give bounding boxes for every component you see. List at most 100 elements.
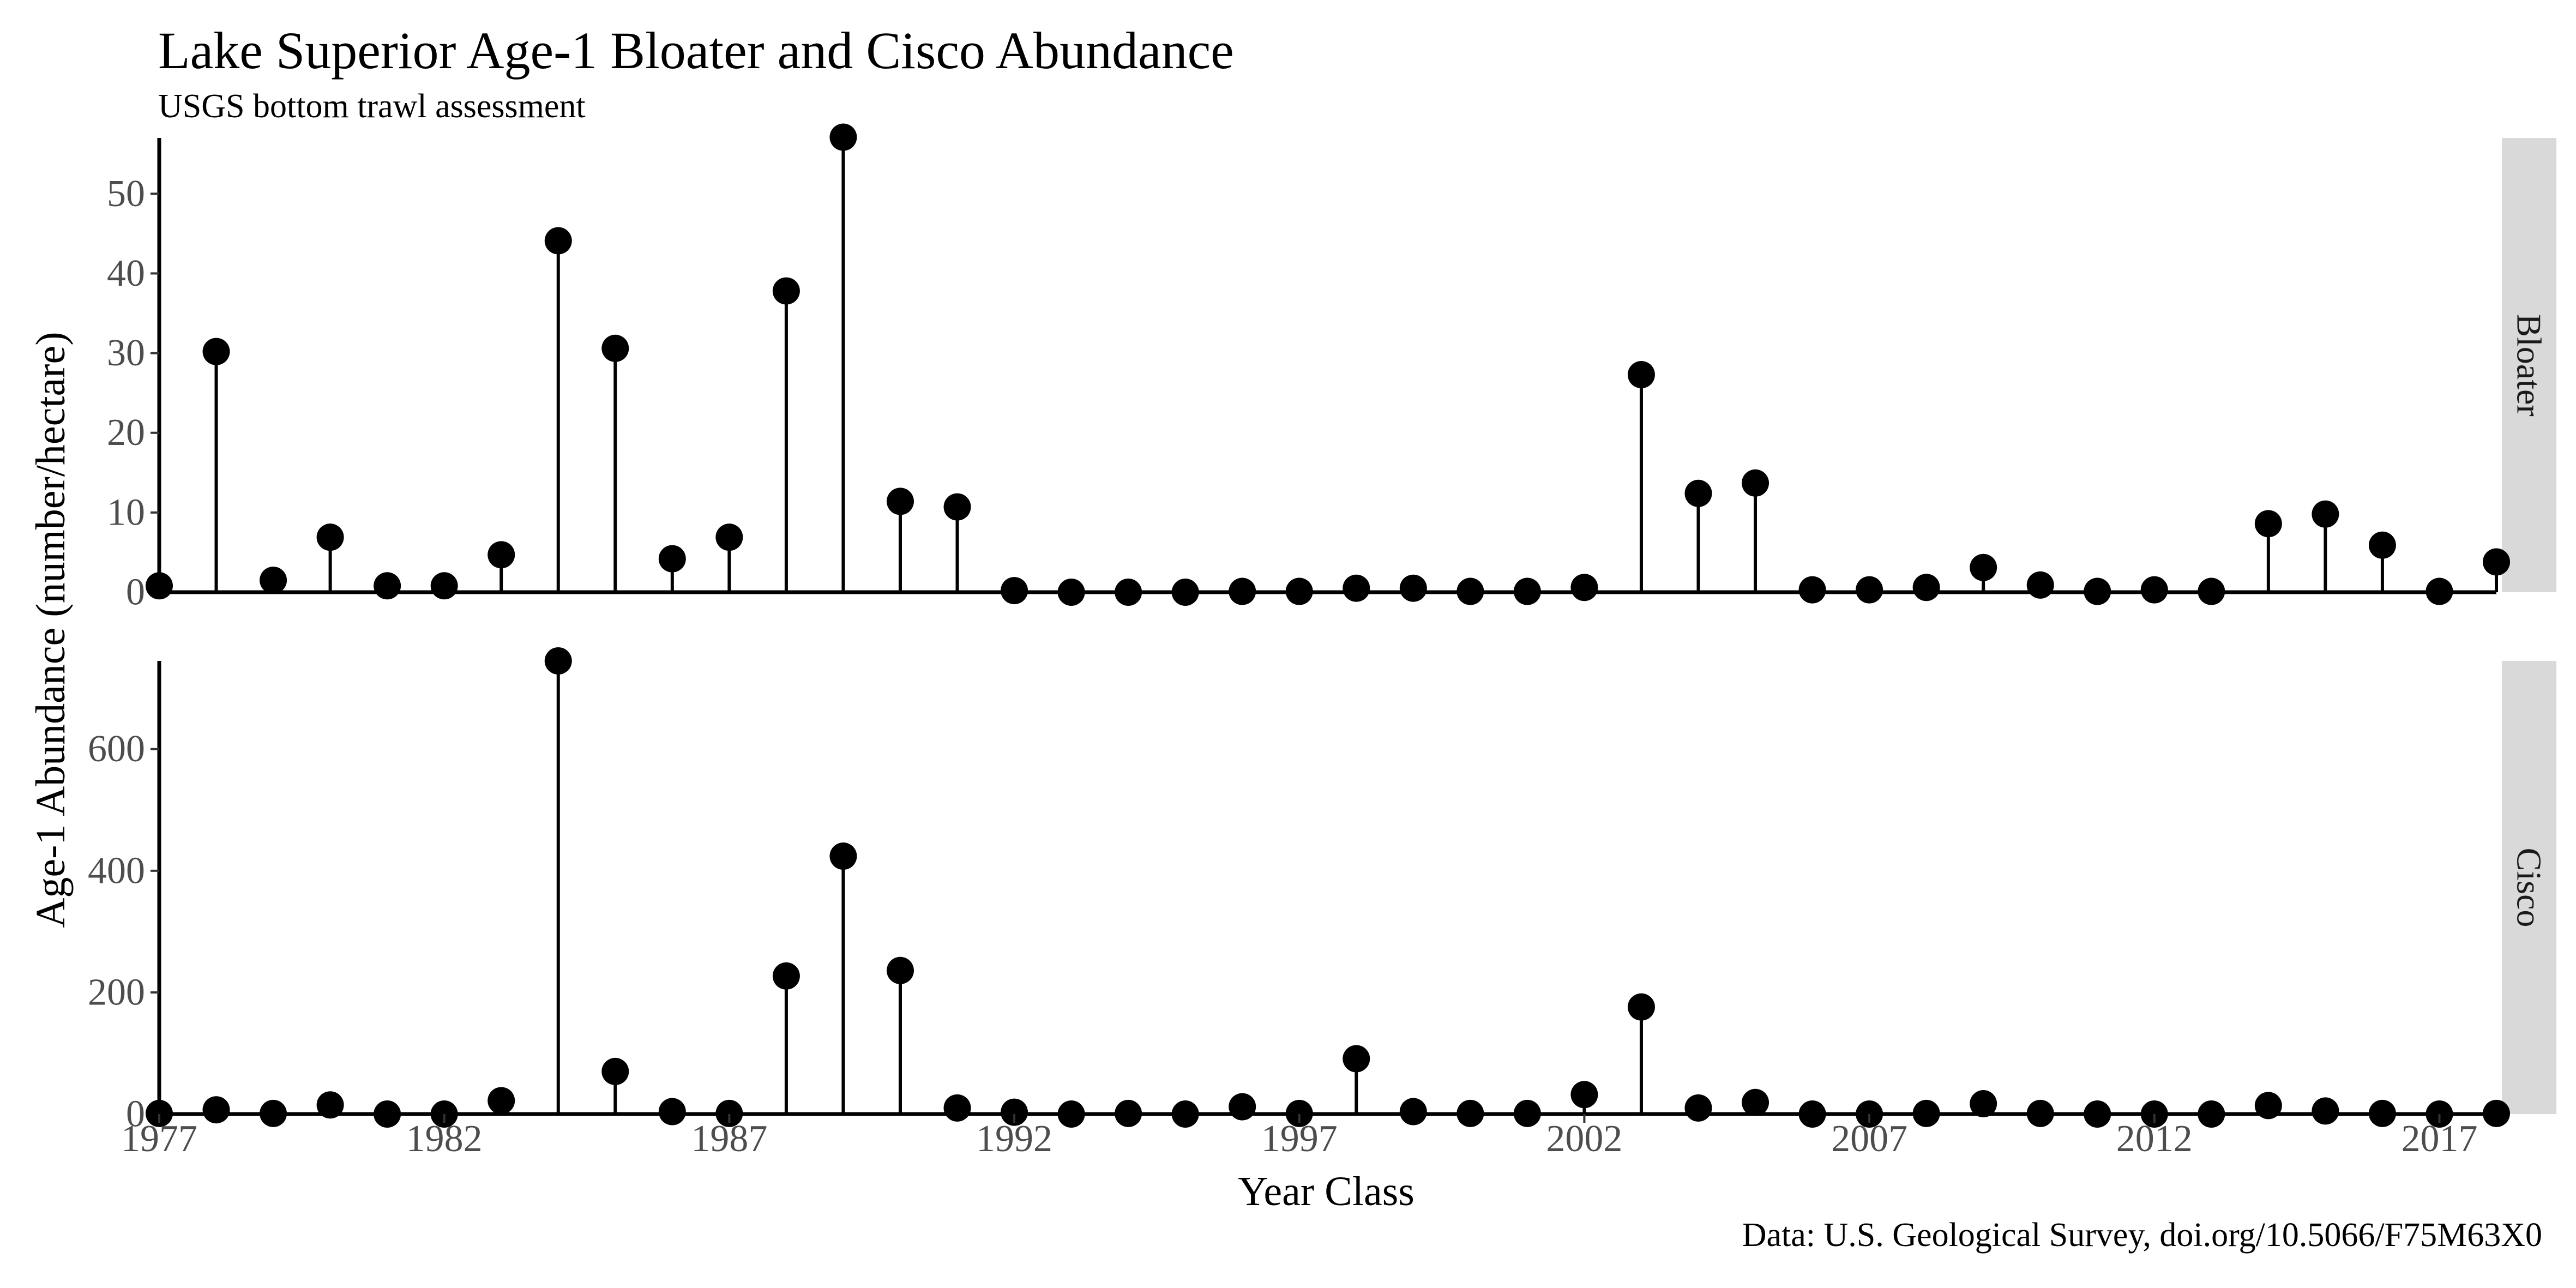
bloater-point xyxy=(1684,479,1712,507)
cisco-point xyxy=(544,647,572,675)
bloater-point xyxy=(2368,531,2396,559)
bloater-point xyxy=(1742,469,1770,497)
cisco-point xyxy=(260,1099,287,1127)
bloater-point xyxy=(260,567,287,594)
cisco-y-tick-label: 0 xyxy=(126,1093,145,1135)
x-axis-title: Year Class xyxy=(1238,1169,1415,1214)
cisco-point xyxy=(829,842,857,870)
chart-title: Lake Superior Age-1 Bloater and Cisco Ab… xyxy=(158,21,1234,80)
x-tick-label: 1992 xyxy=(976,1118,1052,1160)
cisco-point xyxy=(1285,1099,1313,1127)
bloater-point xyxy=(2026,571,2054,599)
cisco-point xyxy=(2026,1099,2054,1127)
bloater-point xyxy=(886,487,914,515)
bloater-point xyxy=(1115,579,1142,606)
cisco-point xyxy=(1912,1099,1940,1127)
cisco-point xyxy=(2483,1099,2510,1127)
chart-caption: Data: U.S. Geological Survey, doi.org/10… xyxy=(1742,1217,2542,1254)
bloater-point xyxy=(316,523,344,551)
cisco-y-tick-label: 600 xyxy=(88,728,145,770)
cisco-strip-label: Cisco xyxy=(2510,848,2549,928)
cisco-point xyxy=(2084,1100,2111,1128)
cisco-point xyxy=(2254,1092,2282,1120)
cisco-panel: Cisco 0 200 400 600 1977 1982 1987 1992 1997 2002 2… xyxy=(88,647,2556,1160)
cisco-point xyxy=(146,1099,173,1127)
cisco-point xyxy=(1570,1081,1598,1109)
bloater-point xyxy=(487,541,515,569)
x-tick-label: 2012 xyxy=(2116,1118,2193,1160)
bloater-y-tick-label: 10 xyxy=(107,491,145,533)
bloater-y-tick-label: 0 xyxy=(126,571,145,613)
bloater-point xyxy=(1399,574,1427,602)
bloater-point xyxy=(2198,577,2225,605)
chart-subtitle: USGS bottom trawl assessment xyxy=(158,88,586,125)
cisco-point xyxy=(1171,1100,1199,1128)
bloater-point xyxy=(715,523,743,551)
bloater-y-tick-label: 50 xyxy=(107,173,145,215)
bloater-point xyxy=(1627,361,1655,389)
cisco-y-tick-label: 400 xyxy=(88,850,145,892)
bloater-point xyxy=(2084,577,2111,605)
cisco-point xyxy=(1513,1099,1541,1127)
cisco-point xyxy=(2312,1097,2339,1125)
bloater-point xyxy=(829,123,857,151)
cisco-strip xyxy=(2502,661,2556,1114)
x-tick-label: 1987 xyxy=(691,1118,767,1160)
x-tick-label: 2007 xyxy=(1831,1118,1907,1160)
cisco-point xyxy=(1057,1100,1085,1128)
cisco-point xyxy=(1684,1094,1712,1122)
bloater-point xyxy=(2425,577,2453,605)
bloater-point xyxy=(1057,579,1085,606)
bloater-y-tick-label: 40 xyxy=(107,252,145,294)
bloater-point xyxy=(601,334,629,362)
bloater-y-tick-label: 20 xyxy=(107,412,145,454)
x-tick-label: 1982 xyxy=(406,1118,483,1160)
cisco-point xyxy=(1115,1099,1142,1127)
cisco-point xyxy=(316,1091,344,1119)
cisco-point xyxy=(658,1098,686,1126)
cisco-point xyxy=(1742,1088,1770,1116)
bloater-y-tick-label: 30 xyxy=(107,332,145,374)
cisco-point xyxy=(943,1094,971,1122)
cisco-point xyxy=(601,1057,629,1085)
bloater-point xyxy=(943,493,971,521)
cisco-point xyxy=(202,1096,230,1124)
x-tick-label: 2002 xyxy=(1546,1118,1622,1160)
cisco-y-tick-label: 200 xyxy=(88,971,145,1013)
bloater-point xyxy=(2483,548,2510,576)
bloater-strip xyxy=(2502,138,2556,592)
cisco-point xyxy=(2368,1099,2396,1127)
cisco-point xyxy=(1229,1093,1256,1121)
bloater-point xyxy=(1343,574,1370,602)
cisco-point xyxy=(1627,993,1655,1021)
bloater-point xyxy=(1285,577,1313,605)
bloater-point xyxy=(374,572,401,600)
bloater-point xyxy=(146,572,173,600)
x-tick-label: 2017 xyxy=(2401,1118,2477,1160)
bloater-point xyxy=(1456,577,1484,605)
bloater-point xyxy=(1798,576,1826,604)
cisco-point xyxy=(1343,1045,1370,1073)
bloater-point xyxy=(2312,500,2339,528)
bloater-point xyxy=(1570,574,1598,601)
bloater-point xyxy=(1970,553,1997,581)
bloater-point xyxy=(2254,510,2282,538)
cisco-point xyxy=(1798,1100,1826,1128)
cisco-point xyxy=(772,962,800,990)
cisco-point xyxy=(487,1087,515,1115)
bloater-point xyxy=(1229,577,1256,605)
bloater-point xyxy=(430,572,458,600)
bloater-point xyxy=(544,227,572,255)
cisco-point xyxy=(1001,1098,1028,1126)
bloater-point xyxy=(658,545,686,573)
bloater-point xyxy=(1912,574,1940,601)
cisco-point xyxy=(886,956,914,984)
x-tick-label: 1997 xyxy=(1261,1118,1338,1160)
bloater-point xyxy=(2140,576,2168,604)
y-axis-title: Age-1 Abundance (number/hectare) xyxy=(28,332,74,928)
bloater-point xyxy=(772,277,800,305)
bloater-point xyxy=(1513,577,1541,605)
bloater-strip-label: Bloater xyxy=(2510,314,2549,416)
bloater-point xyxy=(1856,576,1883,604)
